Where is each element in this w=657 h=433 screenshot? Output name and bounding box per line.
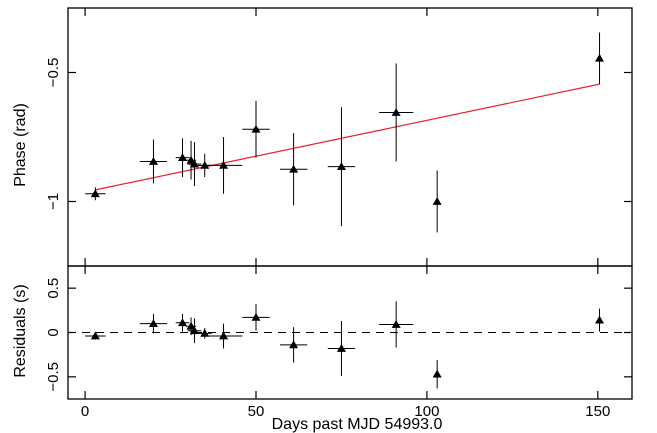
linear-fit-line	[95, 83, 600, 191]
phase-triangle-marker	[200, 160, 210, 169]
phase-triangle-marker	[391, 107, 401, 116]
residuals-data-point	[379, 301, 414, 348]
residuals-data-point	[187, 318, 202, 344]
phase-triangle-marker	[219, 160, 229, 169]
x-tick-label: 50	[248, 403, 265, 420]
residuals-data-point	[85, 331, 106, 340]
phase-triangle-marker	[289, 164, 299, 173]
residuals-triangle-marker	[391, 320, 401, 328]
phase-triangle-marker	[178, 153, 188, 162]
residuals-ytick-label: 0.5	[45, 278, 62, 299]
phase-data-point	[279, 133, 308, 206]
phase-data-point	[204, 137, 243, 194]
phase-data-point	[175, 138, 190, 177]
residuals-panel: −0.5 0 0.5 0 50 100 150	[45, 265, 633, 420]
residuals-data-point	[327, 320, 356, 376]
residuals-ytick-label: 0	[45, 328, 62, 336]
phase-triangle-marker	[90, 189, 100, 198]
y-axis-label-phase: Phase (rad)	[12, 103, 29, 187]
residuals-data-point	[432, 359, 442, 389]
phase-triangle-marker	[595, 53, 605, 62]
residuals-data-point	[279, 327, 308, 363]
phase-triangle-marker	[432, 197, 442, 205]
phase-panel: −1 −0.5	[45, 7, 633, 267]
residuals-data-point	[242, 304, 270, 331]
residuals-triangle-marker	[289, 340, 299, 349]
phase-triangle-marker	[336, 162, 346, 171]
phase-data-point	[432, 170, 442, 233]
phase-triangle-marker	[186, 155, 196, 164]
y-axis-label-residuals: Residuals (s)	[12, 284, 29, 377]
residuals-triangle-marker	[200, 328, 210, 337]
phase-triangle-marker	[251, 124, 261, 133]
x-tick-label: 100	[414, 403, 439, 420]
x-tick-label: 0	[81, 403, 89, 420]
residuals-data-point	[204, 323, 243, 349]
phase-ytick-label: −1	[45, 193, 62, 210]
residuals-triangle-marker	[595, 315, 605, 324]
phase-data-point	[242, 100, 270, 158]
phase-ytick-label: −0.5	[45, 58, 62, 88]
residuals-triangle-marker	[148, 319, 158, 328]
residuals-triangle-marker	[336, 343, 346, 352]
phase-triangle-marker	[148, 157, 158, 165]
residuals-triangle-marker	[189, 326, 199, 335]
residuals-triangle-marker	[90, 331, 100, 340]
residuals-data-point	[197, 328, 212, 339]
residuals-triangle-marker	[186, 321, 196, 330]
residuals-data-point	[139, 313, 168, 334]
residuals-triangle-marker	[432, 369, 442, 378]
residuals-triangle-marker	[251, 312, 261, 321]
phase-data-point	[85, 187, 106, 201]
residuals-data-point	[595, 308, 605, 332]
x-tick-label: 150	[585, 403, 610, 420]
x-axis-label: Days past MJD 54993.0	[272, 416, 443, 433]
phase-data-point	[187, 142, 202, 187]
phase-data-point	[327, 107, 356, 227]
phase-data-point	[379, 63, 414, 162]
phase-triangle-marker	[189, 159, 199, 168]
phase-data-point	[139, 139, 168, 184]
residuals-data-point	[175, 313, 190, 332]
residuals-triangle-marker	[178, 318, 188, 327]
residuals-triangle-marker	[219, 331, 229, 340]
phase-data-point	[595, 32, 605, 85]
residuals-ytick-label: −0.5	[45, 362, 62, 392]
